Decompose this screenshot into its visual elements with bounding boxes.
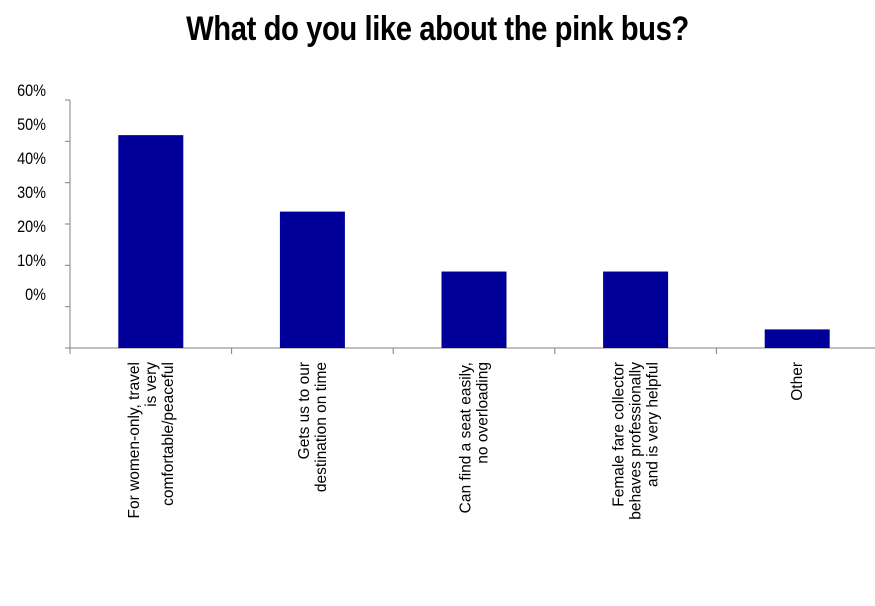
x-tick-label-line: Can find a seat easily, — [458, 362, 475, 513]
x-tick-label-line: For women-only, travel — [126, 362, 143, 518]
x-tick-label: For women-only, travel is very comfortable… — [126, 362, 177, 519]
x-tick-label-line: comfortable/peaceful — [160, 362, 177, 506]
bar-3 — [441, 271, 507, 348]
x-tick-label-line: behaves professionally — [628, 362, 645, 520]
bar-5 — [764, 329, 830, 348]
bar-4 — [603, 271, 669, 348]
y-tick-label: 40% — [17, 150, 46, 168]
bar-1 — [118, 135, 184, 348]
x-tick-label-line: destination on time — [313, 362, 330, 492]
y-tick-label: 30% — [17, 184, 46, 202]
x-tick-label-line: Gets us to our — [296, 362, 313, 459]
chart-title: What do you like about the pink bus? — [186, 10, 689, 48]
x-tick-label: Can find a seat easily, no overloading — [458, 362, 492, 513]
x-tick-label-line: and is very helpful — [645, 362, 662, 487]
x-tick-label-line: no overloading — [475, 362, 492, 464]
x-tick-label: Other — [789, 362, 806, 401]
x-tick-label-line: is very — [143, 362, 160, 407]
x-tick-label: Gets us to our destination on time — [296, 362, 330, 492]
y-tick-label: 10% — [17, 252, 46, 270]
x-tick-label: Female fare collector behaves professiona… — [611, 362, 662, 520]
x-tick-label-line: Other — [789, 362, 806, 401]
y-tick-label: 0% — [25, 286, 46, 304]
y-tick-label: 60% — [17, 82, 46, 100]
y-tick-label: 20% — [17, 218, 46, 236]
y-tick-label: 50% — [17, 116, 46, 134]
bar-2 — [279, 211, 345, 348]
x-tick-label-line: Female fare collector — [611, 362, 628, 507]
